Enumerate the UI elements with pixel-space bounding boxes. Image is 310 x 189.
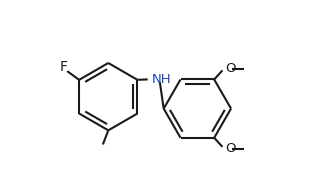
Text: F: F <box>59 60 67 74</box>
Text: O: O <box>225 62 236 75</box>
Text: NH: NH <box>152 73 171 86</box>
Text: O: O <box>225 142 236 155</box>
